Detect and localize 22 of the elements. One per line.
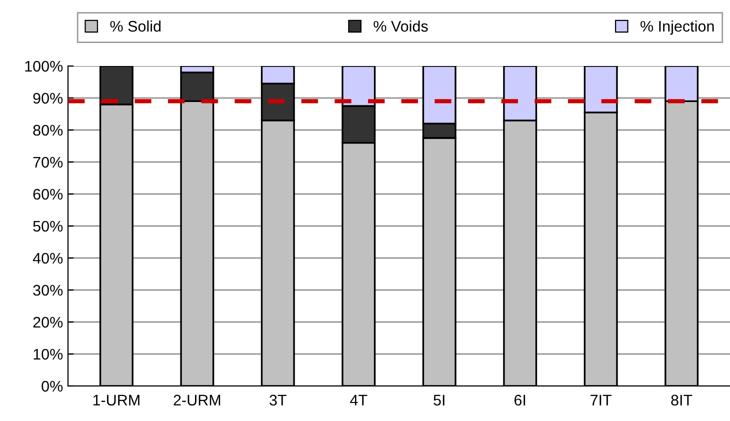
x-tick-label: 7IT [590, 394, 612, 406]
y-tick-label: 30% [33, 284, 63, 296]
y-tick-label: 80% [33, 124, 63, 136]
legend-label: % Voids [374, 20, 428, 32]
x-tick-label: 2-URM [174, 394, 220, 406]
x-tick-label: 8IT [671, 394, 692, 406]
y-tick-label: 90% [33, 92, 63, 104]
y-tick-label: 100% [25, 60, 63, 72]
x-tick-label: 1-URM [93, 394, 140, 406]
x-tick-label: 3T [270, 394, 286, 406]
legend-label: % Injection [640, 20, 714, 35]
x-tick-label: 4T [350, 394, 368, 406]
y-tick-label: 70% [33, 156, 63, 168]
x-tick-label: 5I [434, 394, 444, 406]
y-tick-label: 50% [33, 220, 63, 232]
y-tick-label: 20% [33, 316, 63, 328]
legend-label: % Solid [110, 20, 161, 32]
y-tick-label: 40% [32, 252, 63, 264]
y-tick-label: 0% [42, 380, 63, 392]
y-tick-label: 60% [33, 188, 63, 200]
y-tick-label: 10% [34, 348, 63, 360]
x-tick-label: 6I [514, 394, 526, 406]
